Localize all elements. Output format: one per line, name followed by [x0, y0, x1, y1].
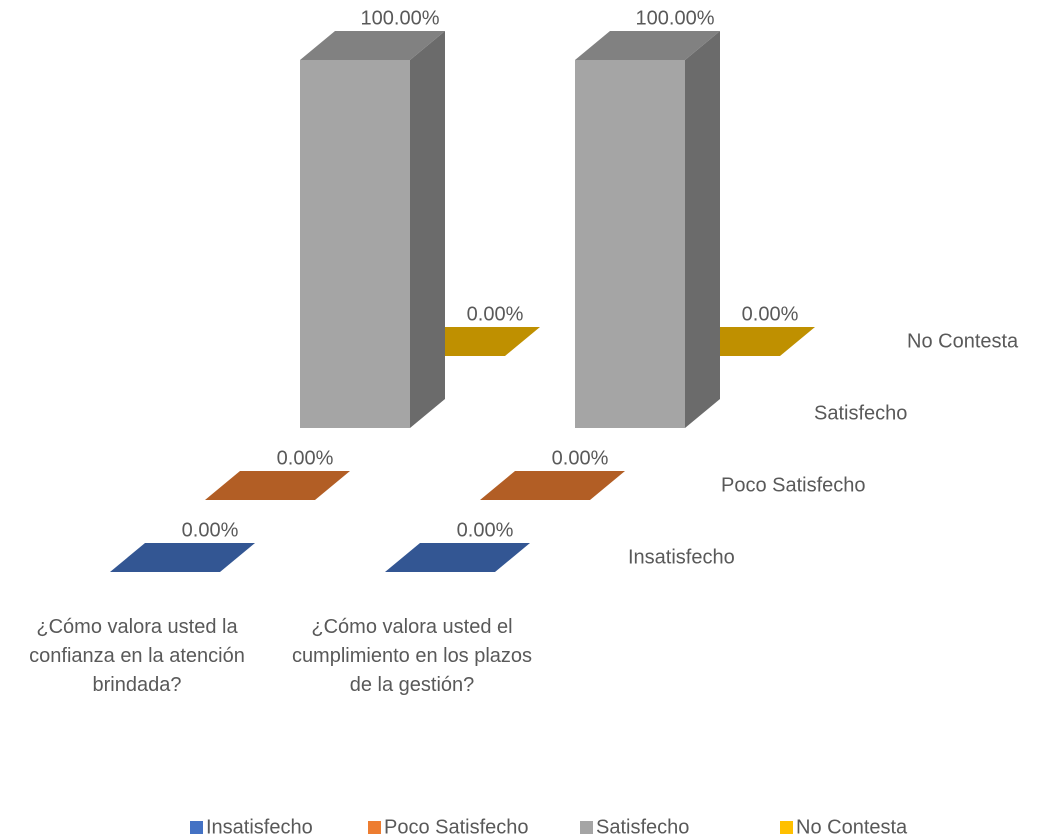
bar-top — [205, 471, 350, 500]
legend-label: No Contesta — [796, 816, 908, 838]
data-label: 0.00% — [552, 447, 609, 469]
depth-axis-label: No Contesta — [907, 330, 1019, 352]
data-label: 100.00% — [361, 7, 440, 29]
bar-top — [300, 31, 445, 60]
x-tick-label: ¿Cómo valora usted la confianza en la at… — [29, 616, 245, 696]
bar — [300, 31, 445, 428]
legend-swatch — [580, 821, 593, 834]
bar-top — [110, 543, 255, 572]
data-label: 0.00% — [457, 519, 514, 541]
depth-axis-label: Insatisfecho — [628, 546, 735, 568]
legend-swatch — [368, 821, 381, 834]
legend-swatch — [780, 821, 793, 834]
bar — [110, 543, 255, 572]
bar-front — [575, 60, 685, 428]
legend-label: Poco Satisfecho — [384, 816, 529, 838]
bar — [575, 31, 720, 428]
data-label: 0.00% — [277, 447, 334, 469]
bar-side — [685, 31, 720, 428]
bar — [480, 471, 625, 500]
data-label: 0.00% — [182, 519, 239, 541]
legend-swatch — [190, 821, 203, 834]
bar — [205, 471, 350, 500]
bar-side — [410, 31, 445, 428]
data-label: 0.00% — [467, 303, 524, 325]
depth-axis-label: Satisfecho — [814, 402, 907, 424]
bar — [385, 543, 530, 572]
bar-top — [480, 471, 625, 500]
data-label: 0.00% — [742, 303, 799, 325]
legend-label: Satisfecho — [596, 816, 689, 838]
depth-axis-label: Poco Satisfecho — [721, 474, 866, 496]
bar-front — [300, 60, 410, 428]
bar-top — [385, 543, 530, 572]
data-label: 100.00% — [636, 7, 715, 29]
bar-top — [575, 31, 720, 60]
legend-label: Insatisfecho — [206, 816, 313, 838]
x-tick-label: ¿Cómo valora usted el cumplimiento en lo… — [291, 616, 533, 696]
